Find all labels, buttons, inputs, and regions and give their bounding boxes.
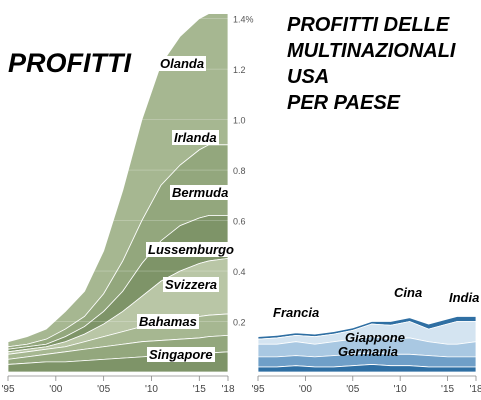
headline-right-line-4: PER PAESE xyxy=(287,92,400,114)
left-x-tick-label: '05 xyxy=(97,384,110,395)
series-label-cina: Cina xyxy=(394,285,423,300)
series-label-germania: Germania xyxy=(338,344,398,359)
left-y-axis: 1.4% 1.2 1.0 0.8 0.6 0.4 0.2 xyxy=(8,15,254,328)
left-y-tick-label: 0.4 xyxy=(233,267,246,277)
series-label-bahamas: Bahamas xyxy=(137,314,199,329)
series-label-svizzera: Svizzera xyxy=(163,277,220,292)
series-label-india: India xyxy=(449,290,480,305)
left-y-tick-label: 0.8 xyxy=(233,166,246,176)
left-x-tick-label: '15 xyxy=(193,384,206,395)
headline-right-line-1: PROFITTI DELLE xyxy=(287,14,450,36)
series-label-bermuda: Bermuda xyxy=(170,185,231,200)
series-label-francia: Francia xyxy=(273,305,320,320)
series-label-lussemburgo: Lussemburgo xyxy=(146,242,236,257)
left-x-tick-label: '95 xyxy=(1,384,14,395)
left-y-tick-label: 0.2 xyxy=(233,318,246,328)
left-y-tick-label: 1.2 xyxy=(233,65,246,75)
headline-left: PROFITTI xyxy=(8,48,131,78)
series-label-irlanda: Irlanda xyxy=(172,130,219,145)
left-y-tick-label: 0.6 xyxy=(233,217,246,227)
right-area-germania xyxy=(257,364,477,373)
right-x-tick-label: '95 xyxy=(251,384,264,395)
right-x-tick-label: '15 xyxy=(441,384,454,395)
right-x-tick-label: '10 xyxy=(394,384,407,395)
left-x-axis: '95 '00 '05 '10 '15 '18 xyxy=(1,375,235,395)
right-x-axis: '95 '00 '05 '10 '15 '18 xyxy=(251,375,481,395)
right-x-tick-label: '18 xyxy=(469,384,481,395)
right-x-tick-label: '05 xyxy=(346,384,359,395)
right-x-tick-label: '00 xyxy=(299,384,312,395)
left-y-tick-label: 1.4% xyxy=(233,15,254,25)
left-x-tick-label: '18 xyxy=(221,384,234,395)
series-label-olanda: Olanda xyxy=(158,56,207,71)
left-x-tick-label: '00 xyxy=(49,384,62,395)
right-area-chart xyxy=(257,316,477,373)
headline-right: PROFITTI DELLE MULTINAZIONALI USA PER PA… xyxy=(287,12,456,116)
headline-right-line-2: MULTINAZIONALI xyxy=(287,40,456,62)
series-label-giappone: Giappone xyxy=(345,330,405,345)
series-label-singapore: Singapore xyxy=(147,347,215,362)
left-x-tick-label: '10 xyxy=(145,384,158,395)
headline-right-line-3: USA xyxy=(287,66,330,88)
left-y-tick-label: 1.0 xyxy=(233,116,246,126)
